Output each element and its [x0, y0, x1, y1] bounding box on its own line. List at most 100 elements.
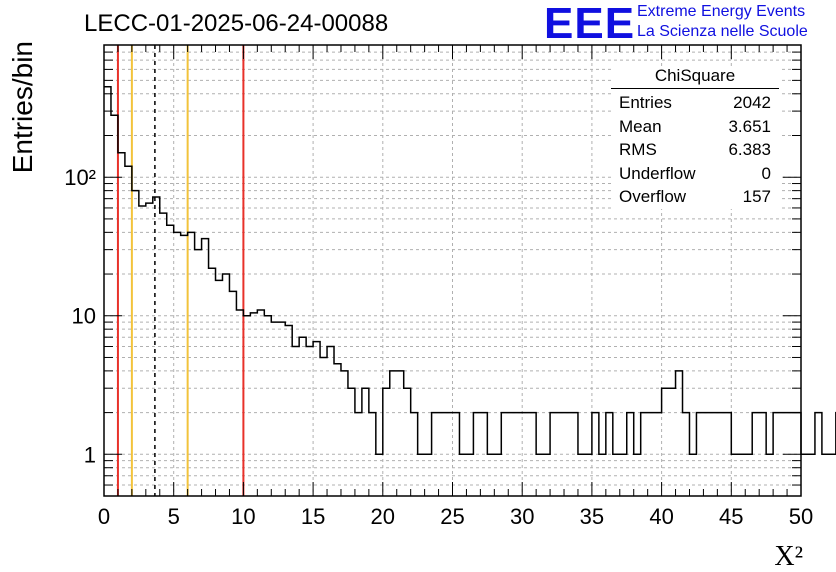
- histogram-bin: [717, 413, 724, 496]
- histogram-bin: [634, 454, 641, 496]
- histogram-bin: [432, 413, 439, 496]
- histogram-bin: [543, 454, 550, 496]
- x-tick-label: 0: [98, 504, 110, 529]
- histogram-bin: [655, 413, 662, 496]
- stats-label: Entries: [619, 93, 672, 112]
- histogram-bin: [592, 413, 599, 496]
- x-tick-label: 45: [719, 504, 743, 529]
- grid-lines: [104, 45, 801, 496]
- histogram-bin: [439, 413, 446, 496]
- histogram-bin: [195, 250, 202, 496]
- histogram-bin: [557, 413, 564, 496]
- histogram-bin: [536, 454, 543, 496]
- y-tick-label: 1: [84, 442, 96, 467]
- histogram-bin: [111, 115, 118, 496]
- stats-label: Underflow: [619, 163, 696, 183]
- histogram-bin: [487, 454, 494, 496]
- histogram-bin: [202, 239, 209, 496]
- histogram-bin: [662, 388, 669, 496]
- histogram-bin: [425, 454, 432, 496]
- histogram-bin: [306, 346, 313, 496]
- histogram-bin: [341, 371, 348, 496]
- histogram-bin: [243, 316, 250, 496]
- x-tick-label: 30: [510, 504, 534, 529]
- histogram-bin: [355, 413, 362, 496]
- histogram-bin: [752, 413, 759, 496]
- histogram-bin: [397, 371, 404, 496]
- histogram-bin: [724, 413, 731, 496]
- stats-row-overflow: Overflow 157: [611, 185, 779, 209]
- histogram-bin: [257, 310, 264, 496]
- histogram-bin: [515, 413, 522, 496]
- histogram-bin: [522, 413, 529, 496]
- x-tick-label: 20: [371, 504, 395, 529]
- histogram-bin: [641, 413, 648, 496]
- histogram-bin: [320, 357, 327, 496]
- histogram-bin: [773, 413, 780, 496]
- histogram-bin: [620, 454, 627, 496]
- histogram-bin: [815, 413, 822, 496]
- histogram-bin: [453, 413, 460, 496]
- histogram-bin: [229, 291, 236, 496]
- histogram-bin: [334, 364, 341, 496]
- stats-row-underflow: Underflow 0: [611, 162, 779, 186]
- x-tick-label: 25: [440, 504, 464, 529]
- histogram-bin: [508, 413, 515, 496]
- x-tick-label: 50: [789, 504, 813, 529]
- histogram-bin: [759, 413, 766, 496]
- histogram-bin: [264, 316, 271, 496]
- histogram-bin: [369, 413, 376, 496]
- histogram-bin: [174, 232, 181, 496]
- stats-value: 0: [761, 163, 771, 183]
- histogram-bin: [411, 413, 418, 496]
- histogram-bin: [181, 235, 188, 496]
- histogram-bin: [738, 454, 745, 496]
- histogram-bin: [446, 413, 453, 496]
- histogram-outline: [104, 85, 836, 456]
- histogram-bin: [327, 346, 334, 496]
- x-tick-label: 40: [649, 504, 673, 529]
- histogram-bin: [571, 413, 578, 496]
- histogram-bin: [648, 413, 655, 496]
- histogram-bin: [153, 197, 160, 496]
- histogram-bin: [745, 454, 752, 496]
- stats-value: 3.651: [728, 116, 771, 136]
- histogram: [104, 85, 836, 496]
- histogram-bin: [627, 413, 634, 496]
- histogram-bin: [167, 225, 174, 496]
- histogram-bin: [480, 413, 487, 496]
- histogram-bin: [696, 413, 703, 496]
- histogram-bin: [550, 413, 557, 496]
- histogram-bin: [501, 413, 508, 496]
- histogram-bin: [676, 371, 683, 496]
- stats-value: 157: [742, 187, 771, 206]
- histogram-bin: [599, 454, 606, 496]
- stats-row-rms: RMS 6.383: [611, 138, 779, 162]
- stats-label: Overflow: [619, 187, 687, 206]
- histogram-bin: [285, 326, 292, 496]
- histogram-bin: [376, 454, 383, 496]
- stats-label: Mean: [619, 116, 662, 136]
- axes: 0 5 10 15 20 25 30 35 40 45 50 1 10 10² X² Entries/bin: [7, 41, 813, 572]
- histogram-bin: [689, 454, 696, 496]
- x-tick-label: 10: [231, 504, 255, 529]
- histogram-bin: [710, 413, 717, 496]
- x-tick-label: 15: [301, 504, 325, 529]
- histogram-bin: [808, 454, 815, 496]
- histogram-bin: [578, 454, 585, 496]
- histogram-bin: [473, 413, 480, 496]
- histogram-bin: [313, 342, 320, 496]
- stats-row-entries: Entries 2042: [611, 91, 779, 115]
- eee-logo: EEE: [544, 0, 636, 48]
- histogram-bin: [564, 413, 571, 496]
- histogram-bin: [118, 153, 125, 496]
- histogram-bin: [146, 203, 153, 496]
- histogram-bin: [669, 388, 676, 496]
- stats-title: ChiSquare: [611, 66, 779, 89]
- logo-line-2: La Scienza nelle Scuole: [637, 23, 808, 40]
- histogram-bin: [766, 454, 773, 496]
- histogram-bin: [613, 454, 620, 496]
- histogram-bin: [459, 454, 466, 496]
- histogram-bin: [209, 268, 216, 496]
- histogram-bin: [383, 388, 390, 496]
